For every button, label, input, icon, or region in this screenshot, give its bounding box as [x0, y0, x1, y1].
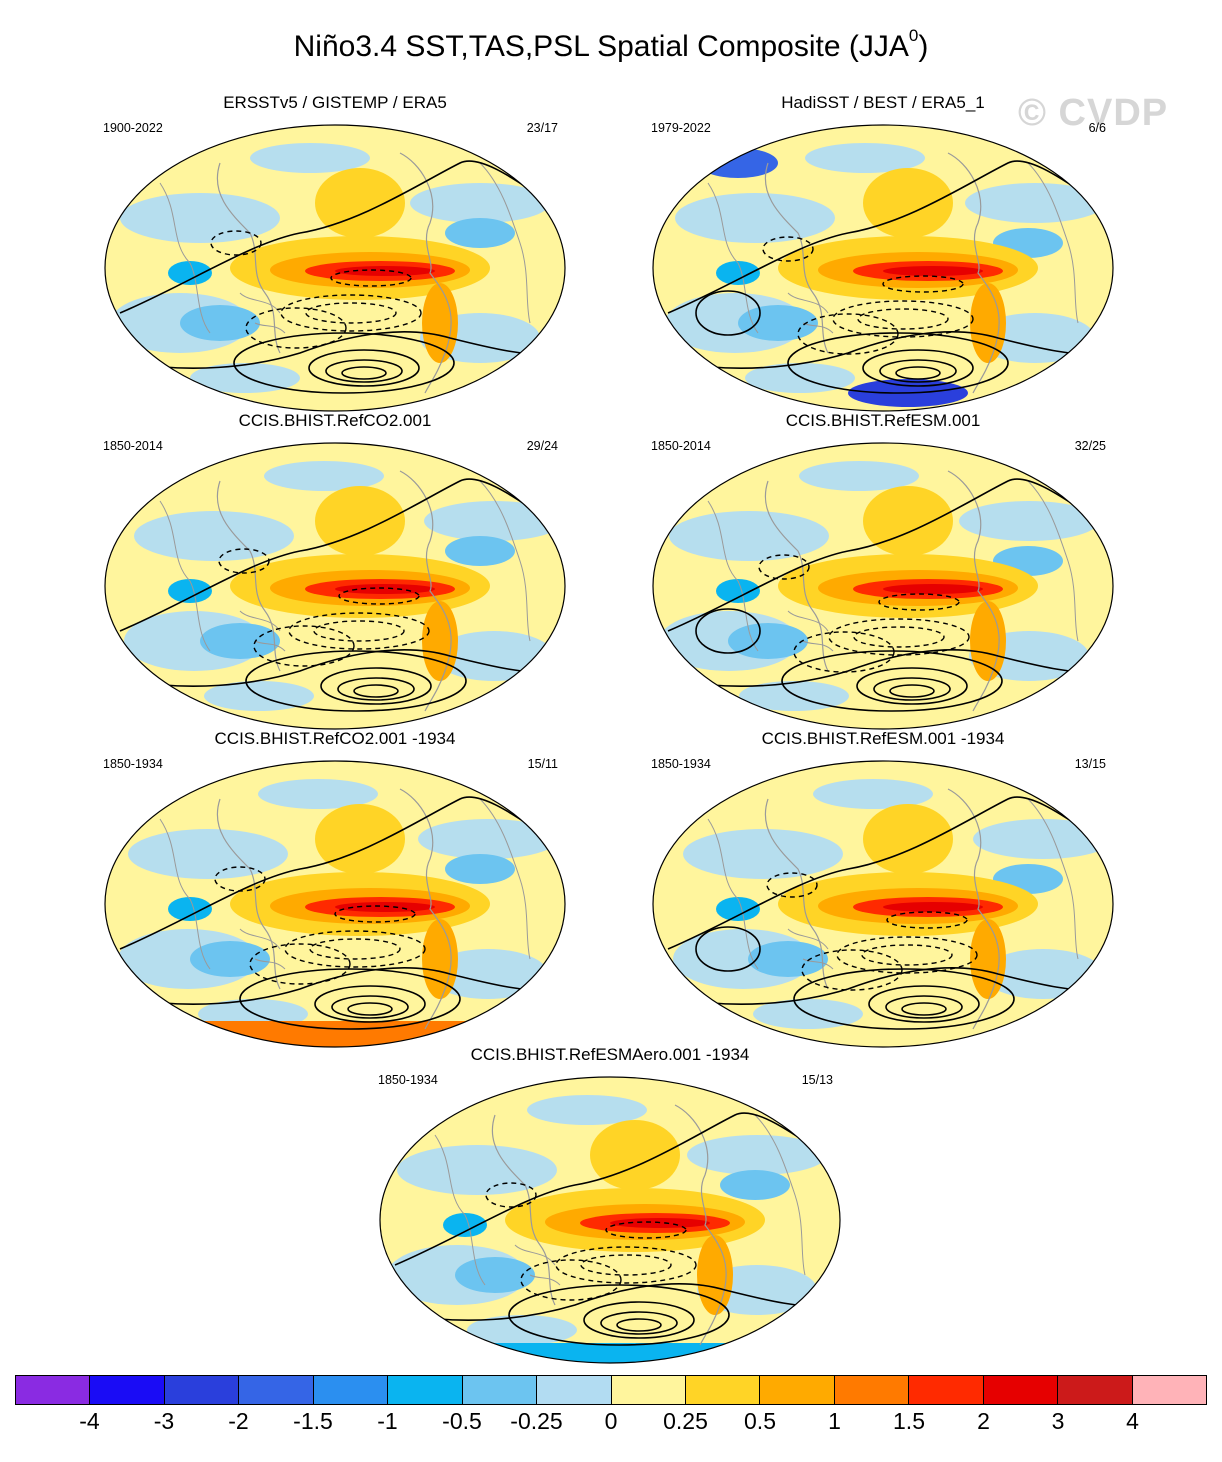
map-panel-hadisst: HadiSST / BEST / ERA5_1 1979-2022 6/6: [648, 93, 1118, 413]
colorbar-tick-label: 3: [1051, 1408, 1065, 1434]
colorbar-tick-label: -1.5: [293, 1408, 333, 1434]
panel-period: 1850-1934: [103, 757, 163, 771]
map-panel-refesm-1934: CCIS.BHIST.RefESM.001 -1934 1850-1934 13…: [648, 729, 1118, 1049]
colorbar-cell: [388, 1376, 463, 1404]
colorbar-tick-label: 2: [977, 1408, 990, 1434]
panel-period: 1850-2014: [103, 439, 163, 453]
panel-counts: 6/6: [1088, 121, 1106, 135]
composite-map: [104, 124, 566, 412]
composite-map: [104, 442, 566, 730]
colorbar-tick-label: 0.25: [663, 1408, 708, 1434]
panel-period: 1850-2014: [651, 439, 711, 453]
panel-counts: 13/15: [1074, 757, 1106, 771]
colorbar-cell: [90, 1376, 165, 1404]
panel-period: 1979-2022: [651, 121, 711, 135]
panel-title: CCIS.BHIST.RefESM.001: [785, 411, 981, 430]
colorbar-tick-label: -2: [228, 1408, 249, 1434]
panel-title: CCIS.BHIST.RefESMAero.001 -1934: [470, 1045, 750, 1064]
colorbar-tick-label: -4: [79, 1408, 100, 1434]
panel-title: CCIS.BHIST.RefCO2.001 -1934: [214, 729, 456, 748]
colorbar-cell: [239, 1376, 314, 1404]
colorbar-cell: [611, 1376, 686, 1404]
map-panel-refesmaero-1934: CCIS.BHIST.RefESMAero.001 -1934 1850-193…: [375, 1045, 845, 1365]
colorbar-tick-label: -0.5: [442, 1408, 482, 1434]
colorbar-cell: [1058, 1376, 1133, 1404]
map-panel-refesm: CCIS.BHIST.RefESM.001 1850-2014 32/25: [648, 411, 1118, 731]
composite-map: [652, 760, 1114, 1048]
colorbar-cell: [834, 1376, 910, 1404]
panel-counts: 15/11: [527, 757, 558, 771]
colorbar-cell: [462, 1376, 538, 1404]
colorbar-tick-label: -0.25: [510, 1408, 563, 1434]
colorbar-cell: [16, 1376, 91, 1404]
panel-title: CCIS.BHIST.RefESM.001 -1934: [761, 729, 1005, 748]
composite-map: [652, 442, 1114, 730]
colorbar-cell: [685, 1376, 761, 1404]
colorbar-tick-label: 0.5: [744, 1408, 776, 1434]
panel-counts: 15/13: [801, 1073, 833, 1087]
map-panel-refco2-1934: CCIS.BHIST.RefCO2.001 -1934 1850-1934 15…: [100, 729, 570, 1049]
colorbar-cell: [313, 1376, 389, 1404]
colorbar-cell: [537, 1376, 612, 1404]
colorbar-tick-label: -3: [153, 1408, 175, 1434]
colorbar: [15, 1375, 1207, 1405]
colorbar-cell: [909, 1376, 984, 1404]
panel-counts: 23/17: [526, 121, 558, 135]
panel-title: CCIS.BHIST.RefCO2.001: [238, 411, 432, 430]
colorbar-cell: [760, 1376, 835, 1404]
map-panel-refco2: CCIS.BHIST.RefCO2.001 1850-2014 29/24: [100, 411, 570, 731]
colorbar-tick-label: 1.5: [893, 1408, 925, 1434]
colorbar-cell: [1132, 1376, 1206, 1404]
panel-period: 1900-2022: [103, 121, 163, 135]
colorbar-cell: [164, 1376, 240, 1404]
colorbar-tick-label: 0: [604, 1408, 618, 1434]
panel-period: 1850-1934: [651, 757, 711, 771]
composite-map: [652, 124, 1114, 412]
panel-counts: 29/24: [526, 439, 558, 453]
colorbar-tick-label: -1: [377, 1408, 398, 1434]
colorbar-tick-label: 4: [1126, 1408, 1139, 1434]
composite-map: [104, 760, 566, 1048]
colorbar-tick-label: 1: [828, 1408, 841, 1434]
cvdp-watermark: © CVDP: [1018, 92, 1169, 134]
panel-period: 1850-1934: [378, 1073, 438, 1087]
colorbar-cell: [983, 1376, 1059, 1404]
panel-title: HadiSST / BEST / ERA5_1: [781, 93, 985, 112]
composite-map: [379, 1076, 841, 1364]
panel-counts: 32/25: [1074, 439, 1106, 453]
panel-title: ERSSTv5 / GISTEMP / ERA5: [223, 93, 447, 112]
map-panel-ersstv5: ERSSTv5 / GISTEMP / ERA5 1900-2022 23/17: [100, 93, 570, 413]
figure-title: Niño3.4 SST,TAS,PSL Spatial Composite (J…: [293, 26, 929, 63]
